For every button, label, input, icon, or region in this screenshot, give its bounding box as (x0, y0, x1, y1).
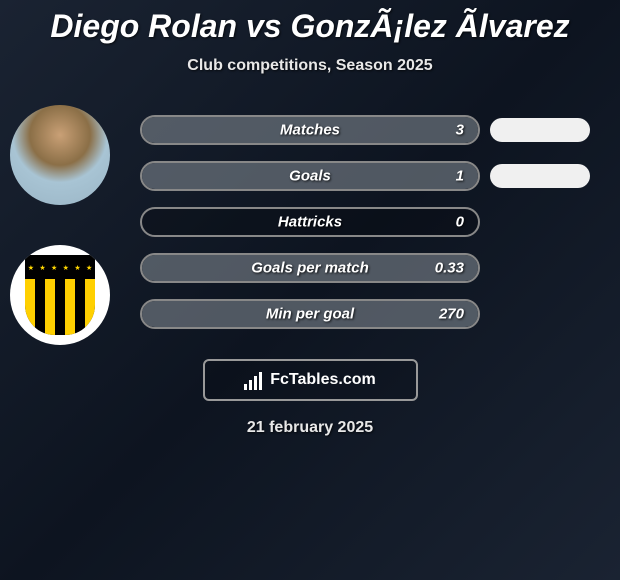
stat-value: 0 (456, 214, 464, 231)
stat-right-pill (490, 118, 590, 142)
stat-bar: Hattricks 0 (140, 207, 480, 237)
bar-chart-icon (244, 370, 264, 390)
date-label: 21 february 2025 (0, 419, 620, 437)
stat-label: Matches (280, 122, 340, 139)
club-shield-icon: ★★★ ★★★ (25, 255, 95, 335)
logo-text: FcTables.com (270, 371, 376, 389)
stat-value: 1 (456, 168, 464, 185)
stat-label: Goals (289, 168, 331, 185)
stat-bar: Min per goal 270 (140, 299, 480, 329)
stat-row: Goals 1 (140, 161, 620, 191)
comparison-content: ★★★ ★★★ Matches 3 Goals 1 (0, 115, 620, 329)
stat-bar: Matches 3 (140, 115, 480, 145)
player-1-avatar (10, 105, 110, 205)
subtitle: Club competitions, Season 2025 (0, 57, 620, 75)
stat-row: Goals per match 0.33 (140, 253, 620, 283)
stat-bar: Goals per match 0.33 (140, 253, 480, 283)
stat-row: Hattricks 0 (140, 207, 620, 237)
stat-value: 3 (456, 122, 464, 139)
stat-value: 0.33 (435, 260, 464, 277)
stat-value: 270 (439, 306, 464, 323)
stat-bar: Goals 1 (140, 161, 480, 191)
player-2-avatar: ★★★ ★★★ (10, 245, 110, 345)
stat-label: Hattricks (278, 214, 342, 231)
stat-label: Min per goal (266, 306, 354, 323)
site-logo[interactable]: FcTables.com (203, 359, 418, 401)
stat-row: Matches 3 (140, 115, 620, 145)
stat-right-pill (490, 164, 590, 188)
stat-row: Min per goal 270 (140, 299, 620, 329)
stat-label: Goals per match (251, 260, 369, 277)
page-title: Diego Rolan vs GonzÃ¡lez Ãlvarez (0, 0, 620, 45)
